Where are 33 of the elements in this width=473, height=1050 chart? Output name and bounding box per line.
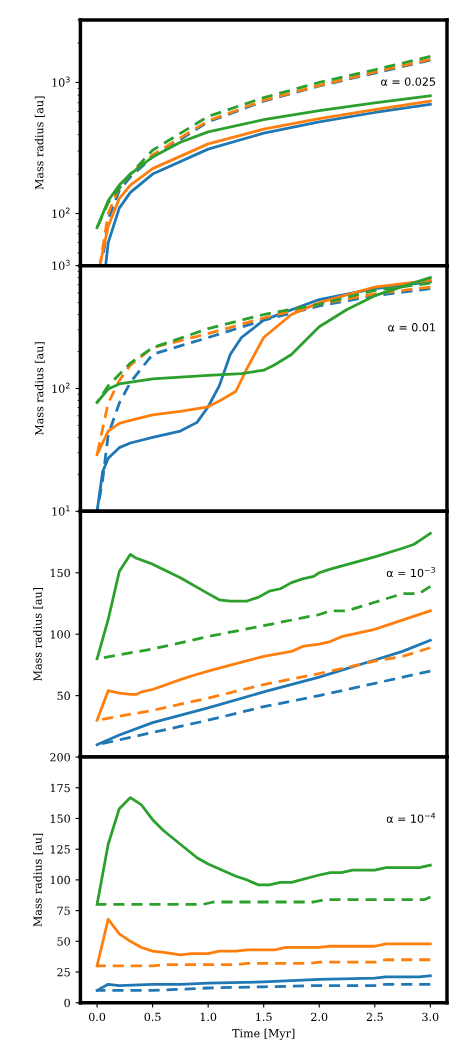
y-tick-label: 50 xyxy=(57,937,70,946)
y-tick-label: 200 xyxy=(50,753,70,762)
x-axis-title: Time [Myr] xyxy=(232,1028,295,1040)
x-tick-label: 0.0 xyxy=(88,1012,106,1022)
y-axis-title: Mass radius [au] xyxy=(34,342,45,436)
annotation: α = 10$^{−4}$ xyxy=(386,812,436,823)
y-axis-title: Mass radius [au] xyxy=(33,587,44,681)
annotation: α = 10$^{−3}$ xyxy=(386,566,435,578)
y-axis-title: Mass radius [au] xyxy=(34,96,45,190)
y-tick-label: 10$^{3}$ xyxy=(52,76,70,87)
annotation: α = 0.025 xyxy=(381,77,436,86)
y-tick-label: 100 xyxy=(50,875,70,885)
y-tick-label: 10$^{3}$ xyxy=(52,259,70,270)
y-tick-label: 10$^{1}$ xyxy=(52,505,70,516)
y-tick-label: 150 xyxy=(50,568,70,578)
y-axis-title: Mass radius [au] xyxy=(33,833,44,927)
y-tick-label: 0 xyxy=(64,998,70,1008)
y-tick-label: 50 xyxy=(57,691,70,700)
y-tick-label: 175 xyxy=(50,783,70,793)
y-tick-label: 75 xyxy=(57,906,70,915)
y-tick-label: 125 xyxy=(50,845,70,854)
x-tick-label: 3.0 xyxy=(422,1012,439,1022)
annotation: α = 0.01 xyxy=(388,323,435,332)
x-tick-label: 2.5 xyxy=(366,1012,383,1022)
y-tick-label: 100 xyxy=(50,630,70,639)
x-tick-label: 0.5 xyxy=(144,1012,161,1022)
y-tick-label: 150 xyxy=(50,814,70,823)
x-tick-label: 1.0 xyxy=(200,1012,217,1022)
y-tick-label: 10$^{2}$ xyxy=(52,207,70,218)
x-tick-label: 1.5 xyxy=(256,1012,272,1022)
y-tick-label: 10$^{2}$ xyxy=(52,382,70,393)
y-tick-label: 25 xyxy=(57,968,70,977)
x-tick-label: 2.0 xyxy=(311,1012,328,1022)
